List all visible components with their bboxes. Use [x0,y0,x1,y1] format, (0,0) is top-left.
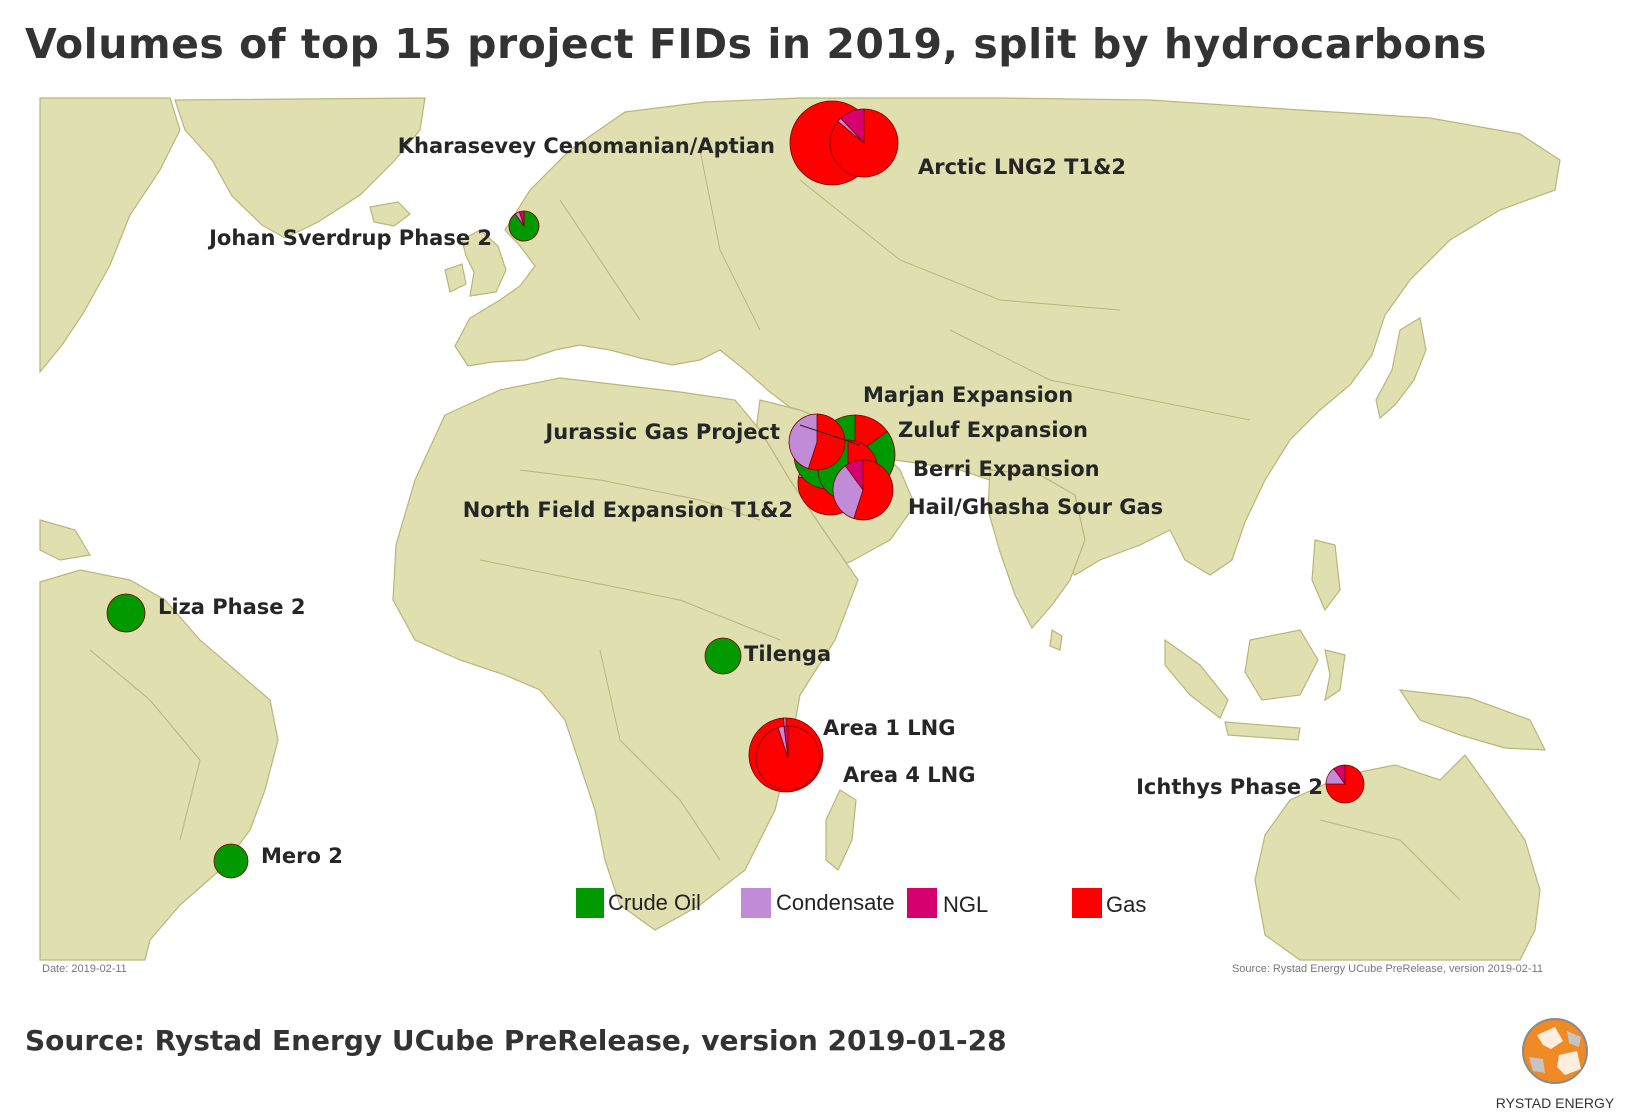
project-label: Tilenga [744,642,831,666]
legend-label-gas: Gas [1106,892,1146,917]
project-label: Liza Phase 2 [158,595,305,619]
border-line [799,179,1121,311]
project-label: North Field Expansion T1&2 [463,498,793,522]
land-greenland [174,97,426,239]
land-australia [1254,754,1541,961]
pie-slice-ngl [518,210,525,227]
map-date: Date: 2019-02-11 [42,963,127,975]
project-label: Johan Sverdrup Phase 2 [207,226,492,250]
border-line [1319,819,1461,901]
pie-slice-condensate [832,465,864,520]
project-label: Marjan Expansion [863,383,1073,407]
pie-slice-gas [807,413,846,471]
land-uk [461,229,507,297]
land-southamerica [39,569,279,961]
border-line [699,149,761,331]
source-note: Source: Rystad Energy UCube PreRelease, … [25,1024,1007,1057]
pie-slice-ngl [840,108,865,145]
pie-marker [213,843,249,879]
rystad-logo: RYSTAD ENERGY [1485,1015,1625,1115]
land-sumatra [1164,638,1229,719]
project-label: Hail/Ghasha Sour Gas [908,495,1163,519]
pie-slice-ngl [844,459,864,492]
chart-title: Volumes of top 15 project FIDs in 2019, … [25,20,1487,68]
pie-marker [106,593,146,633]
legend-swatch-gas [1072,888,1102,918]
border-line [89,649,201,841]
land-japan [1375,317,1427,420]
border-line [559,199,641,321]
pie-marker [829,108,899,178]
land-newguinea [1398,689,1546,751]
land-srilanka [1049,629,1063,651]
project-label: Arctic LNG2 T1&2 [918,155,1126,179]
pie-slice-gas [1325,764,1365,804]
pie-slice-ngl [1333,764,1346,786]
logo-globe-icon [1522,1018,1588,1084]
legend-swatch-crude-oil [576,888,604,918]
border-line [479,559,781,641]
land-borneo [1244,629,1319,701]
project-labels: Kharasevey Cenomanian/Aptian Arctic LNG2… [158,134,1323,868]
pie-slice-condensate [788,413,818,470]
land-sulawesi [1324,649,1346,702]
pie-marker [508,210,540,242]
pie-slice-crude-oil [213,843,249,879]
land-java [1224,721,1301,741]
project-label: Area 4 LNG [843,763,975,787]
land-iceland [369,201,411,227]
project-label: Zuluf Expansion [898,418,1088,442]
pie-slice-gas [853,459,894,521]
legend: Crude Oil Condensate NGL Gas [576,888,1146,918]
pie-slice-crude-oil [106,593,146,633]
legend-label-condensate: Condensate [776,890,895,915]
project-label: Mero 2 [261,844,343,868]
land-india [987,469,1086,630]
project-label: Ichthys Phase 2 [1136,775,1323,799]
border-line [519,469,761,521]
land-ireland [444,263,467,293]
pie-marker [832,459,894,521]
land-philippines [1311,539,1341,612]
project-pies [106,100,1365,879]
project-label: Berri Expansion [913,457,1100,481]
leader-line [799,424,861,446]
legend-label-ngl: NGL [943,892,988,917]
pie-marker [1325,764,1365,804]
border-line [599,649,721,861]
land-centralamerica [39,519,91,561]
pie-marker [788,413,846,471]
land-africa [392,377,859,931]
pie-slice-crude-oil [704,637,742,675]
pie-marker [755,725,821,791]
border-lines [89,149,1461,901]
pie-marker [704,637,742,675]
project-label: Area 1 LNG [823,716,955,740]
border-line [949,329,1251,421]
pie-slice-ngl [783,725,789,759]
project-label: Jurassic Gas Project [543,420,780,444]
legend-swatch-condensate [741,888,771,918]
land-madagascar [825,789,857,871]
land-canada [39,97,181,374]
legend-swatch-ngl [907,888,937,918]
legend-label-crude-oil: Crude Oil [608,890,701,915]
map-source-small: Source: Rystad Energy UCube PreRelease, … [1232,963,1543,975]
project-label: Kharasevey Cenomanian/Aptian [398,134,775,158]
logo-text: RYSTAD ENERGY [1495,1095,1615,1111]
